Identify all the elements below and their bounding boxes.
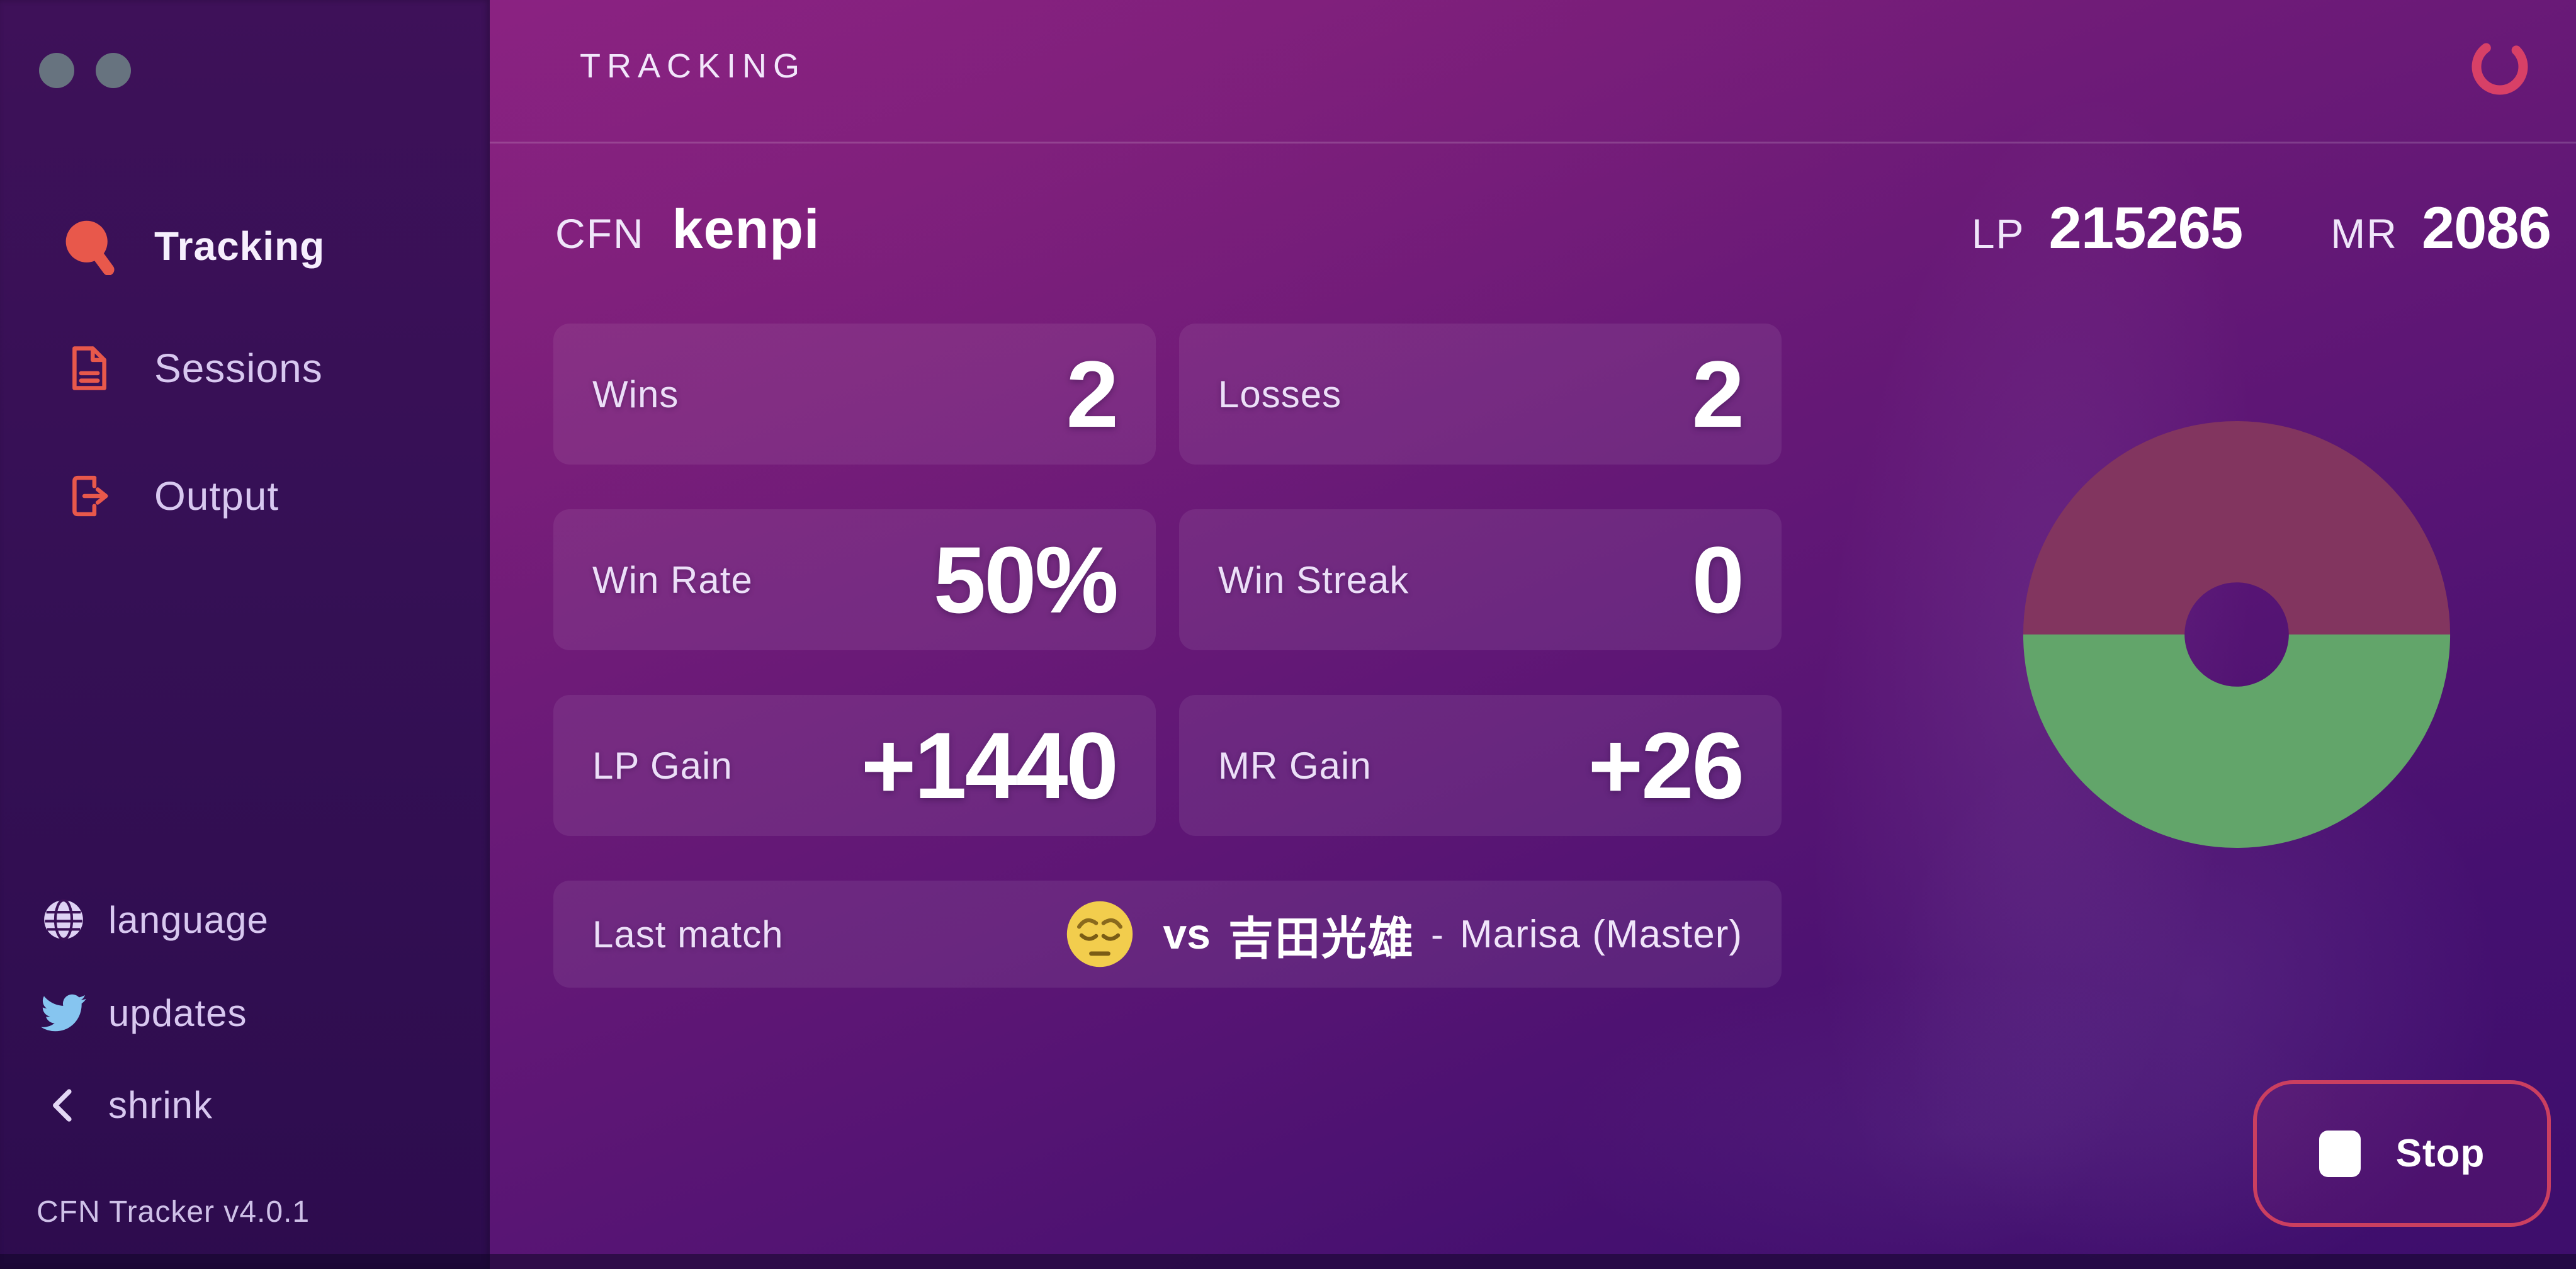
stop-square-icon — [2319, 1130, 2361, 1177]
sidebar-item-label: Sessions — [154, 346, 323, 391]
stat-card-losses: Losses 2 — [1179, 324, 1782, 465]
window-bottom-edge — [0, 1254, 2576, 1269]
stat-value: +26 — [1588, 712, 1744, 818]
app-version: CFN Tracker v4.0.1 — [37, 1195, 310, 1229]
sidebar-item-label: updates — [108, 991, 247, 1034]
win-rate-donut-chart — [2020, 417, 2454, 852]
player-summary: CFN kenpi LP 215265 MR 2086 — [555, 194, 2551, 276]
stat-card-win-rate: Win Rate 50% — [553, 509, 1156, 650]
background-figure-glow — [1542, 969, 2361, 1269]
cfn-label: CFN — [555, 210, 645, 257]
mr-label: MR — [2330, 210, 2398, 257]
sidebar-item-tracking[interactable]: Tracking — [0, 208, 490, 284]
sidebar-item-language[interactable]: language — [0, 885, 490, 954]
header-bar: TRACKING — [490, 0, 2576, 144]
loading-spinner-icon — [2470, 37, 2530, 97]
stat-value: 2 — [1692, 341, 1744, 447]
page-title: TRACKING — [580, 47, 806, 85]
window-control-dot[interactable] — [96, 53, 131, 88]
donut-losses-slice — [2023, 421, 2451, 634]
stat-label: Win Streak — [1218, 558, 1409, 601]
sidebar-item-shrink[interactable]: shrink — [0, 1070, 490, 1139]
sidebar-item-label: Tracking — [154, 223, 325, 269]
stat-card-lp-gain: LP Gain +1440 — [553, 695, 1156, 836]
stat-value: 2 — [1066, 341, 1119, 447]
stat-value: 50% — [933, 526, 1119, 633]
opponent-character-rank: Marisa (Master) — [1459, 912, 1743, 956]
separator: - — [1430, 913, 1443, 956]
stat-value: 0 — [1692, 526, 1744, 633]
sidebar-item-updates[interactable]: updates — [0, 978, 490, 1047]
document-icon — [60, 339, 118, 397]
last-match-label: Last match — [592, 913, 784, 956]
donut-wins-slice — [2023, 634, 2451, 848]
last-match-content: vs 吉田光雄 - Marisa (Master) — [1063, 898, 1743, 971]
sidebar-item-sessions[interactable]: Sessions — [0, 330, 490, 406]
stop-button-label: Stop — [2395, 1132, 2485, 1175]
sidebar-item-output[interactable]: Output — [0, 458, 490, 534]
stat-value: +1440 — [861, 712, 1119, 818]
export-icon — [60, 467, 118, 525]
chevron-left-icon — [39, 1080, 88, 1129]
sidebar: Tracking Sessions — [0, 0, 490, 1269]
pensive-face-emoji-icon — [1063, 898, 1136, 971]
stat-label: Wins — [592, 373, 679, 415]
stat-label: Losses — [1218, 373, 1342, 415]
mr-value: 2086 — [2421, 195, 2551, 261]
window-controls — [39, 53, 131, 88]
stat-label: LP Gain — [592, 744, 733, 787]
stop-button[interactable]: Stop — [2253, 1080, 2551, 1227]
twitter-icon — [39, 988, 88, 1037]
last-match-card: Last match — [553, 881, 1782, 988]
globe-icon — [39, 895, 88, 944]
magnifier-icon — [60, 217, 118, 275]
stat-label: Win Rate — [592, 558, 753, 601]
stats-grid: Wins 2 Losses 2 Win Rate 50% Win Streak … — [553, 324, 1782, 988]
window-control-dot[interactable] — [39, 53, 74, 88]
stat-label: MR Gain — [1218, 744, 1372, 787]
sidebar-item-label: Output — [154, 473, 280, 519]
lp-value: 215265 — [2048, 195, 2244, 261]
stat-card-win-streak: Win Streak 0 — [1179, 509, 1782, 650]
opponent-name: 吉田光雄 — [1228, 913, 1415, 964]
cfn-player-name: kenpi — [672, 198, 820, 260]
lp-label: LP — [1971, 210, 2025, 257]
sidebar-item-label: shrink — [108, 1083, 213, 1126]
stat-card-mr-gain: MR Gain +26 — [1179, 695, 1782, 836]
stat-card-wins: Wins 2 — [553, 324, 1156, 465]
vs-label: vs — [1163, 910, 1211, 958]
sidebar-item-label: language — [108, 898, 269, 941]
